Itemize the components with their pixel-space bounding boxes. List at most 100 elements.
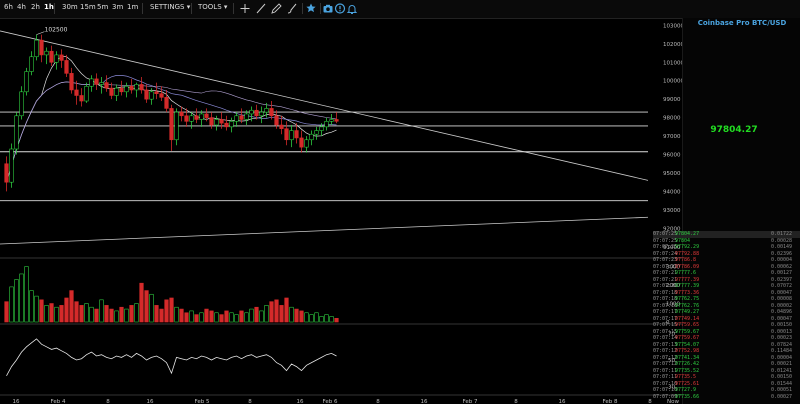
trade-size: 0.11484	[771, 348, 793, 354]
candle-body	[324, 121, 329, 128]
star-icon[interactable]	[305, 2, 317, 15]
trade-row: 07:07:10 97727.9 0.00051	[653, 387, 800, 394]
candle	[239, 108, 244, 124]
trade-time: 07:07:18	[653, 296, 678, 302]
pencil-icon[interactable]	[270, 2, 282, 15]
interval-15m[interactable]: 15m	[80, 3, 96, 11]
candle-body	[309, 133, 314, 141]
trade-time: 07:07:17	[653, 315, 678, 322]
candle-body	[229, 121, 234, 128]
candle	[254, 104, 259, 120]
trade-time: 07:07:12	[653, 361, 678, 367]
candle-body	[114, 87, 119, 96]
candle	[119, 80, 124, 96]
horizontal-levels	[0, 111, 648, 202]
interval-2h[interactable]: 2h	[31, 3, 40, 11]
candle-body	[209, 117, 214, 126]
candle-body	[194, 115, 199, 120]
trade-size: 0.00004	[771, 354, 793, 361]
volume-bar	[129, 305, 134, 323]
trade-price: 97759.65	[675, 322, 700, 328]
candle-body	[74, 89, 79, 96]
trade-size: 0.07072	[771, 283, 793, 289]
candle-body	[284, 128, 289, 141]
volume-bar	[214, 312, 219, 323]
crosshair-icon[interactable]	[239, 2, 251, 15]
bell-icon[interactable]	[346, 2, 358, 15]
candle-body	[224, 122, 229, 128]
candle-body	[219, 119, 224, 124]
volume-bar	[54, 306, 59, 323]
brush-icon[interactable]	[286, 2, 298, 15]
interval-1h[interactable]: 1h	[44, 3, 54, 11]
trade-time: 07:07:20	[653, 283, 678, 289]
trade-size: 0.02396	[771, 250, 793, 257]
interval-5m[interactable]: 5m	[97, 3, 109, 11]
trade-price: 97777.39	[675, 283, 700, 289]
trendline-support	[0, 216, 649, 245]
interval-30m[interactable]: 30m	[62, 3, 78, 11]
trade-row: 07:07:20 97777.39 0.07072	[653, 283, 800, 290]
trendline-resistance	[0, 30, 649, 181]
volume-bar	[154, 305, 159, 323]
candle	[244, 110, 249, 126]
candle	[184, 108, 189, 127]
candle-body	[294, 130, 299, 139]
candle-body	[249, 109, 254, 115]
trade-size: 0.00002	[771, 302, 793, 309]
trade-size: 0.00150	[771, 322, 793, 328]
candle	[194, 108, 199, 124]
candle-body	[64, 60, 69, 74]
candle	[334, 112, 339, 124]
trade-time: 07:07:13	[653, 341, 678, 348]
trade-row: 07:07:11 97735.5 0.00150	[653, 374, 800, 381]
volume-bar	[199, 312, 204, 323]
trade-size: 0.01544	[771, 380, 793, 387]
trade-size: 0.00008	[771, 296, 793, 302]
candle	[24, 67, 29, 96]
rsi-tick-label: 30	[668, 384, 675, 390]
tools-menu[interactable]: TOOLS ▾	[198, 3, 227, 11]
candlesticks	[4, 34, 339, 192]
candle-body	[329, 119, 334, 122]
rsi-panel: 70 50 30	[6, 332, 675, 390]
trade-size: 0.00004	[771, 257, 793, 263]
trade-time: 07:07:23	[653, 257, 678, 263]
trade-time: 07:07:09	[653, 393, 678, 400]
line-icon[interactable]	[255, 2, 267, 15]
price-tick-label: 99000	[663, 97, 681, 103]
price-chart[interactable]: 102500 103000 102000 101000 100000 99000 9800…	[0, 18, 682, 404]
volume-bar	[269, 301, 274, 323]
interval-6h[interactable]: 6h	[4, 3, 13, 11]
toolbar-divider	[320, 3, 321, 14]
candle	[159, 86, 164, 102]
candle-body	[39, 39, 44, 56]
candle	[209, 112, 214, 129]
time-tick-label: 8	[648, 399, 652, 404]
settings-menu[interactable]: SETTINGS ▾	[150, 3, 190, 11]
volume-bar	[304, 312, 309, 323]
candle	[284, 121, 289, 146]
candle	[204, 108, 209, 122]
volume-bar	[59, 305, 64, 323]
interval-3m[interactable]: 3m	[112, 3, 124, 11]
time-tick-label: 8	[248, 399, 252, 404]
candle-body	[259, 111, 264, 117]
trade-row: 07:07:23 97786.8 0.00004	[653, 257, 800, 264]
candle	[134, 82, 139, 98]
candle	[9, 143, 14, 188]
trade-time: 07:07:15	[653, 322, 678, 328]
interval-1m[interactable]: 1m	[127, 3, 139, 11]
price-tick-label: 91000	[663, 245, 681, 251]
trade-price: 97777.6	[675, 270, 697, 276]
trade-price: 97725.61	[675, 380, 700, 387]
candle	[19, 86, 24, 120]
candle	[324, 117, 329, 131]
volume-bar	[229, 312, 234, 323]
time-tick-label: Feb 8	[603, 399, 618, 404]
candle-body	[109, 87, 114, 96]
camera-icon[interactable]	[322, 2, 334, 15]
candle-body	[264, 108, 269, 113]
interval-4h[interactable]: 4h	[17, 3, 26, 11]
alert-icon[interactable]	[334, 2, 346, 15]
